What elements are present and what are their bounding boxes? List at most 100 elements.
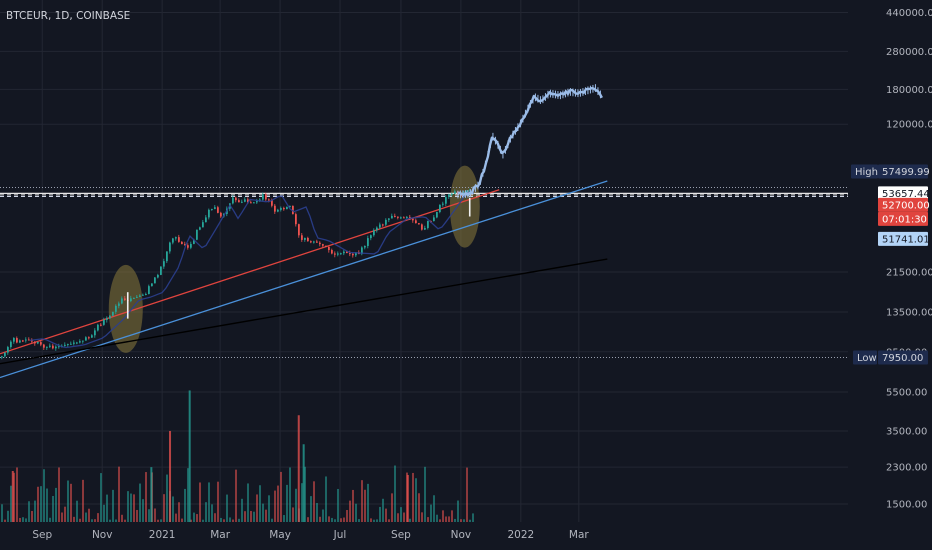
volume-bar [238,518,240,522]
candle [370,235,372,239]
volume-bar [433,495,435,522]
volume-bar [322,509,324,522]
candle [445,197,447,204]
high-tag-label: High [855,167,878,178]
candle [79,341,81,343]
candle [46,346,48,348]
candle [442,203,444,205]
volume-bar [409,518,411,522]
y-tick-label: 3500.00 [886,426,927,437]
candle [355,252,357,256]
low-tag-label: Low [857,353,877,364]
candle [190,243,192,248]
volume-bar [118,466,120,522]
candle [136,296,138,298]
volume-bar [397,513,399,522]
volume-bar [448,516,450,522]
candle [406,216,408,218]
candle [34,341,36,344]
candle [259,199,261,201]
volume-bar [103,504,105,522]
volume-bar [355,503,357,522]
volume-spike [169,430,172,522]
candle [115,305,117,312]
candle [307,237,309,242]
volume-bar [346,510,348,522]
candle [109,315,111,319]
volume-bar [136,509,138,522]
candle [118,303,120,306]
volume-bar [235,469,237,522]
candle [160,266,162,275]
volume-bar [328,516,330,522]
y-tick-label: 120000.00 [886,120,932,131]
candle [394,215,396,217]
candle [373,230,375,236]
volume-bar [460,519,462,522]
volume-bar [313,481,315,522]
volume-bar [454,518,456,522]
volume-bar [424,466,426,522]
volume-bar [175,513,177,522]
candle [364,245,366,248]
candle [286,206,288,210]
last-price-badge: 53657.44 [882,189,930,200]
candle [94,330,96,336]
volume-bar [133,494,135,522]
candle [310,241,312,243]
volume-spike [297,415,300,522]
volume-bar [370,518,372,522]
candle [277,209,279,212]
candle [241,201,243,203]
volume-bar [376,519,378,522]
volume-bar [85,512,87,522]
candle [91,335,93,338]
candle [376,227,378,231]
volume-bar [289,467,291,522]
low-price-badge-bg [878,350,928,365]
candle [13,338,15,342]
countdown-badge: 07:01:30 [882,214,927,225]
candle [187,245,189,248]
candle [157,274,159,278]
candle [142,294,144,296]
last-price-badge-bg [878,186,928,201]
volume-bar [7,510,9,522]
candle [238,200,240,203]
candle [400,217,402,219]
volume-bar [367,483,369,522]
volume-bar [337,488,339,522]
volume-bar [271,518,273,522]
candle [397,216,399,218]
candle [199,227,201,230]
volume-bar [190,519,192,522]
high-tag-label-bg [851,164,878,179]
volume-bar [160,519,162,522]
candle [313,241,315,243]
candle [112,311,114,316]
candle [340,253,342,255]
candle [412,218,414,221]
candle [337,253,339,255]
candle [361,247,363,255]
volume-bar [106,494,108,522]
candle [319,242,321,245]
volume-bar [421,512,423,522]
candle [70,343,72,345]
candle [427,221,429,228]
level-price-badge-bg [878,231,928,246]
candle [268,199,270,201]
candle [322,244,324,246]
volume-bar [61,512,63,522]
candle [316,241,318,243]
symbol-title: BTCEUR, 1D, COINBASE [6,10,130,22]
candle [52,345,54,349]
volume-bar [109,519,111,522]
volume-bar [55,487,57,522]
candle [103,319,105,325]
volume-bar [295,488,297,522]
y-tick-label: 280000.00 [886,47,932,58]
